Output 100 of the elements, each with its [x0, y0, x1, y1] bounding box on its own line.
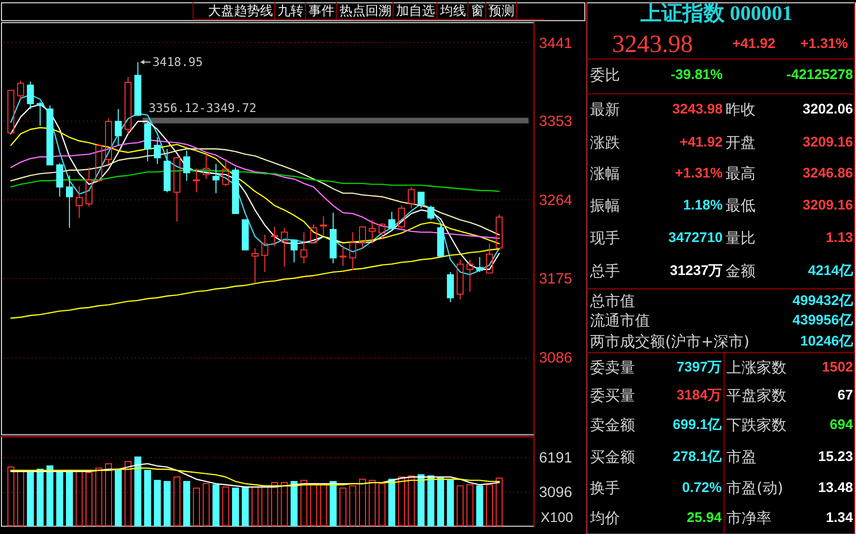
text: 流通市值	[590, 312, 650, 330]
text: +1.31%	[800, 35, 849, 52]
bar	[7, 466, 14, 526]
text: 换手	[590, 478, 620, 497]
text: 均线	[438, 4, 466, 20]
text: 市净率	[726, 508, 772, 527]
bar	[105, 463, 112, 526]
text: 25.94	[686, 508, 722, 525]
candlestick	[252, 248, 259, 284]
text: 1502	[822, 358, 854, 375]
bar	[476, 485, 484, 526]
bar	[408, 475, 415, 526]
text: 3246.86	[802, 164, 854, 180]
text: 金额	[726, 262, 756, 280]
bar	[320, 484, 327, 526]
text: 694	[830, 416, 854, 432]
text: 699.1亿	[672, 416, 723, 432]
bar	[114, 468, 122, 526]
candlestick	[261, 234, 268, 273]
text: +41.92	[680, 134, 723, 150]
bar	[26, 470, 34, 526]
bar	[192, 488, 200, 526]
bar	[486, 484, 493, 526]
text: 31237万	[670, 262, 723, 278]
text: 九转	[278, 4, 304, 20]
bar	[330, 480, 337, 526]
text: 3209.16	[802, 134, 854, 150]
text: +1.31%	[675, 164, 724, 180]
bar	[280, 482, 288, 526]
text: 开盘	[726, 134, 756, 152]
candlestick	[183, 150, 190, 182]
y-tick-label: 3175	[538, 270, 572, 288]
bar	[339, 488, 346, 526]
candlestick	[7, 90, 14, 134]
text: 两市成交额(沪市+深市)	[590, 332, 750, 351]
text: 7397万	[676, 358, 722, 375]
bar	[466, 484, 474, 526]
bar	[154, 480, 161, 526]
bar	[134, 456, 142, 526]
text: 卖金额	[590, 416, 636, 434]
text: 涨幅	[590, 164, 620, 182]
bar	[66, 470, 73, 526]
candlestick	[242, 219, 249, 250]
text: 平盘家数	[726, 386, 787, 404]
text: 预测	[488, 4, 515, 20]
candlestick	[339, 244, 346, 266]
text: 事件	[308, 4, 335, 20]
bar	[271, 482, 278, 526]
bar	[95, 468, 102, 526]
band-label: 3356.12-3349.72	[148, 100, 256, 115]
bar	[496, 478, 503, 526]
text: -42125278	[786, 66, 854, 82]
text: 昨收	[726, 100, 756, 119]
text: 总手	[589, 262, 620, 280]
bar	[202, 483, 210, 526]
text: 委买量	[590, 386, 636, 404]
bar	[349, 485, 356, 526]
bar	[56, 470, 64, 526]
text: 委卖量	[590, 358, 636, 377]
bar	[418, 474, 425, 526]
candlestick	[212, 163, 220, 194]
text: 最新	[590, 100, 620, 119]
text: 13.48	[818, 478, 854, 495]
text: 市盈(动)	[726, 478, 784, 497]
y-tick-label: 3353	[538, 112, 572, 130]
bar	[378, 483, 386, 526]
text: 1.18%	[683, 196, 724, 212]
bar	[368, 480, 376, 526]
text: 热点回溯	[339, 4, 392, 20]
text: 窗	[470, 3, 484, 20]
text: 1.34	[826, 508, 854, 525]
bar	[398, 476, 406, 526]
text: 总市值	[589, 292, 636, 310]
bar	[46, 465, 54, 526]
bar	[388, 478, 396, 526]
bar	[124, 460, 132, 526]
text: 15.23	[818, 448, 854, 464]
bar	[183, 480, 190, 526]
y-tick-label: 3264	[538, 192, 572, 209]
candlestick	[271, 226, 278, 247]
candlestick	[486, 243, 493, 274]
text: 最高	[726, 164, 756, 182]
text: 0.72%	[682, 478, 722, 495]
text: 振幅	[590, 196, 620, 214]
text: 加自选	[396, 4, 436, 20]
candlestick	[388, 211, 396, 230]
bar	[359, 478, 366, 526]
text: 委比	[590, 66, 620, 84]
text: +41.92	[732, 35, 776, 52]
y-tick-label: 6191	[538, 450, 572, 467]
text: 大盘趋势线	[208, 4, 274, 20]
text: 67	[838, 386, 854, 402]
bar	[17, 470, 24, 526]
text: 市盈	[726, 448, 757, 466]
candlestick	[154, 136, 161, 164]
y-axis-title: X100	[540, 508, 574, 525]
text: 3472710	[668, 229, 723, 246]
text: 3209.16	[802, 196, 854, 212]
text: 下跌家数	[726, 416, 787, 434]
annotation: 3418.95	[152, 55, 203, 70]
